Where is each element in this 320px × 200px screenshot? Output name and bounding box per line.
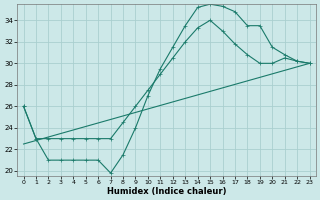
- X-axis label: Humidex (Indice chaleur): Humidex (Indice chaleur): [107, 187, 226, 196]
